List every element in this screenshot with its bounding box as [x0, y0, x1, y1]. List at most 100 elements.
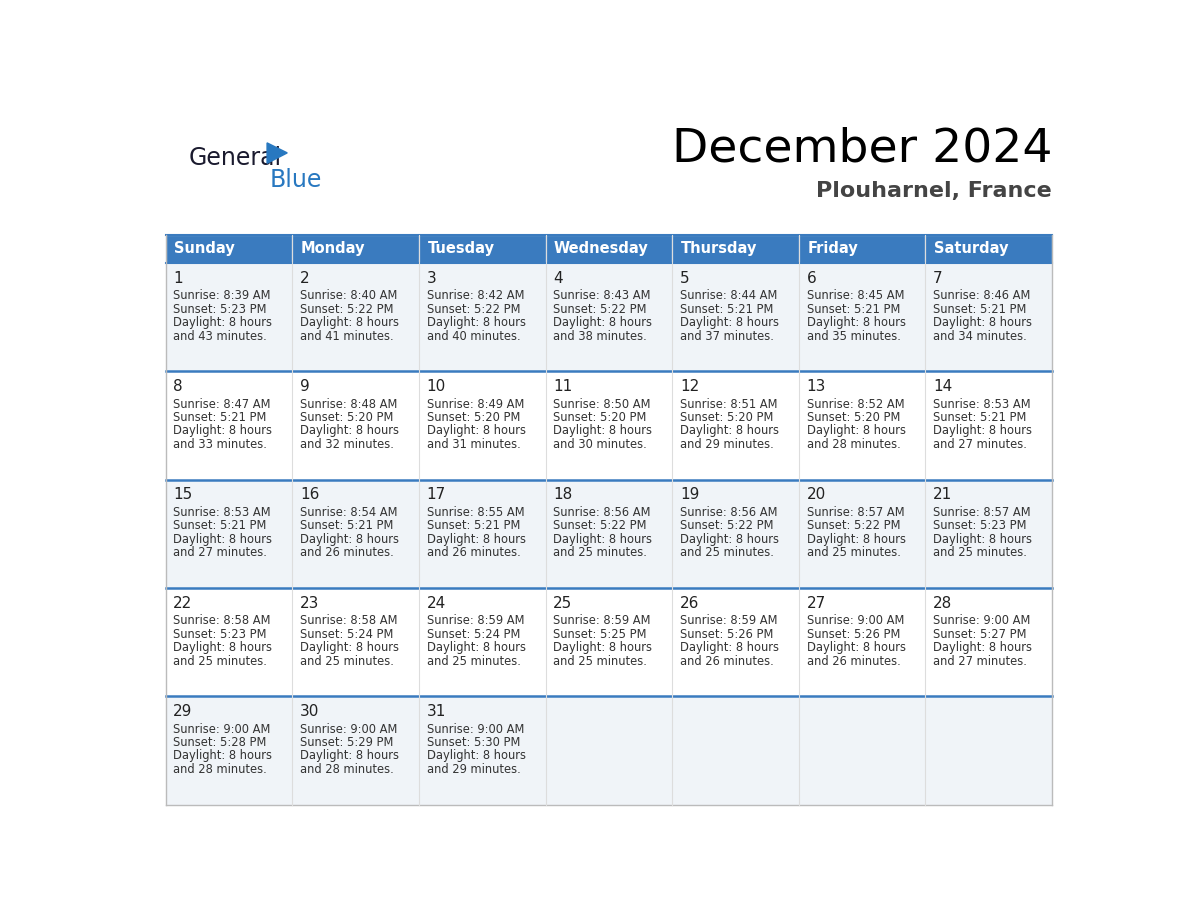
Text: Sunset: 5:22 PM: Sunset: 5:22 PM	[299, 303, 393, 316]
Bar	[798, 697, 925, 805]
Text: 20: 20	[807, 487, 826, 502]
Text: Sunrise: 9:00 AM: Sunrise: 9:00 AM	[934, 614, 1031, 627]
Text: and 41 minutes.: and 41 minutes.	[299, 330, 393, 342]
Text: 25: 25	[554, 596, 573, 610]
Text: Sunset: 5:21 PM: Sunset: 5:21 PM	[680, 303, 773, 316]
Text: and 25 minutes.: and 25 minutes.	[680, 546, 773, 559]
Text: and 40 minutes.: and 40 minutes.	[426, 330, 520, 342]
Text: and 29 minutes.: and 29 minutes.	[680, 438, 773, 451]
Text: Daylight: 8 hours: Daylight: 8 hours	[554, 316, 652, 330]
Text: and 27 minutes.: and 27 minutes.	[934, 655, 1028, 667]
Text: Sunset: 5:23 PM: Sunset: 5:23 PM	[173, 303, 267, 316]
Text: 12: 12	[680, 379, 700, 394]
Text: Sunrise: 8:55 AM: Sunrise: 8:55 AM	[426, 506, 524, 519]
Text: and 30 minutes.: and 30 minutes.	[554, 438, 647, 451]
Text: Daylight: 8 hours: Daylight: 8 hours	[426, 316, 525, 330]
Text: 11: 11	[554, 379, 573, 394]
Text: 19: 19	[680, 487, 700, 502]
Text: Sunrise: 8:52 AM: Sunrise: 8:52 AM	[807, 397, 904, 410]
Text: Sunset: 5:24 PM: Sunset: 5:24 PM	[426, 628, 520, 641]
Text: Sunset: 5:23 PM: Sunset: 5:23 PM	[934, 520, 1026, 532]
Bar	[672, 372, 798, 480]
Text: Sunset: 5:26 PM: Sunset: 5:26 PM	[680, 628, 773, 641]
Text: Sunset: 5:20 PM: Sunset: 5:20 PM	[426, 411, 520, 424]
Text: Sunset: 5:21 PM: Sunset: 5:21 PM	[934, 303, 1026, 316]
Text: Sunrise: 8:48 AM: Sunrise: 8:48 AM	[299, 397, 397, 410]
Text: Sunset: 5:29 PM: Sunset: 5:29 PM	[299, 736, 393, 749]
Bar	[292, 480, 419, 588]
Text: 15: 15	[173, 487, 192, 502]
Text: Daylight: 8 hours: Daylight: 8 hours	[934, 316, 1032, 330]
Text: and 43 minutes.: and 43 minutes.	[173, 330, 267, 342]
Bar	[545, 480, 672, 588]
Bar	[672, 263, 798, 372]
Text: Sunrise: 8:43 AM: Sunrise: 8:43 AM	[554, 289, 651, 302]
Text: and 26 minutes.: and 26 minutes.	[426, 546, 520, 559]
Text: Daylight: 8 hours: Daylight: 8 hours	[680, 532, 779, 546]
Text: Daylight: 8 hours: Daylight: 8 hours	[554, 424, 652, 438]
Bar	[798, 588, 925, 697]
Text: and 29 minutes.: and 29 minutes.	[426, 763, 520, 776]
Text: Sunrise: 8:58 AM: Sunrise: 8:58 AM	[173, 614, 271, 627]
Text: and 25 minutes.: and 25 minutes.	[554, 655, 647, 667]
Text: 8: 8	[173, 379, 183, 394]
Bar	[165, 372, 292, 480]
Text: 4: 4	[554, 271, 563, 285]
Polygon shape	[267, 143, 287, 163]
Text: Daylight: 8 hours: Daylight: 8 hours	[554, 532, 652, 546]
Text: and 25 minutes.: and 25 minutes.	[173, 655, 267, 667]
Text: and 35 minutes.: and 35 minutes.	[807, 330, 901, 342]
Text: 29: 29	[173, 704, 192, 719]
Bar	[292, 588, 419, 697]
Text: 26: 26	[680, 596, 700, 610]
Text: Sunset: 5:27 PM: Sunset: 5:27 PM	[934, 628, 1026, 641]
Text: General: General	[189, 146, 282, 170]
Bar	[545, 372, 672, 480]
Bar	[545, 235, 672, 263]
Text: Daylight: 8 hours: Daylight: 8 hours	[299, 424, 399, 438]
Text: Daylight: 8 hours: Daylight: 8 hours	[426, 424, 525, 438]
Text: Sunset: 5:21 PM: Sunset: 5:21 PM	[807, 303, 901, 316]
Text: Sunrise: 8:39 AM: Sunrise: 8:39 AM	[173, 289, 271, 302]
Bar	[165, 263, 292, 372]
Text: Daylight: 8 hours: Daylight: 8 hours	[173, 532, 272, 546]
Text: Sunrise: 9:00 AM: Sunrise: 9:00 AM	[426, 722, 524, 735]
Text: and 25 minutes.: and 25 minutes.	[807, 546, 901, 559]
Text: Sunset: 5:21 PM: Sunset: 5:21 PM	[173, 411, 266, 424]
Text: 1: 1	[173, 271, 183, 285]
Text: and 27 minutes.: and 27 minutes.	[934, 438, 1028, 451]
Bar	[925, 480, 1053, 588]
Text: Sunset: 5:28 PM: Sunset: 5:28 PM	[173, 736, 266, 749]
Bar	[419, 697, 545, 805]
Text: and 28 minutes.: and 28 minutes.	[299, 763, 393, 776]
Text: Daylight: 8 hours: Daylight: 8 hours	[299, 749, 399, 763]
Text: Sunset: 5:20 PM: Sunset: 5:20 PM	[554, 411, 646, 424]
Text: Daylight: 8 hours: Daylight: 8 hours	[173, 749, 272, 763]
Bar	[165, 235, 292, 263]
Text: Daylight: 8 hours: Daylight: 8 hours	[934, 641, 1032, 655]
Text: Sunrise: 8:57 AM: Sunrise: 8:57 AM	[934, 506, 1031, 519]
Text: Sunset: 5:22 PM: Sunset: 5:22 PM	[554, 520, 646, 532]
Text: Sunset: 5:22 PM: Sunset: 5:22 PM	[554, 303, 646, 316]
Text: Daylight: 8 hours: Daylight: 8 hours	[680, 424, 779, 438]
Bar	[925, 697, 1053, 805]
Bar	[925, 588, 1053, 697]
Text: and 26 minutes.: and 26 minutes.	[299, 546, 393, 559]
Text: and 26 minutes.: and 26 minutes.	[807, 655, 901, 667]
Text: and 28 minutes.: and 28 minutes.	[807, 438, 901, 451]
Text: 24: 24	[426, 596, 446, 610]
Text: Daylight: 8 hours: Daylight: 8 hours	[173, 424, 272, 438]
Text: Sunrise: 8:49 AM: Sunrise: 8:49 AM	[426, 397, 524, 410]
Text: Sunrise: 8:56 AM: Sunrise: 8:56 AM	[680, 506, 777, 519]
Bar	[672, 697, 798, 805]
Bar	[672, 480, 798, 588]
Bar	[925, 263, 1053, 372]
Text: Sunrise: 8:53 AM: Sunrise: 8:53 AM	[934, 397, 1031, 410]
Text: Daylight: 8 hours: Daylight: 8 hours	[299, 532, 399, 546]
Text: and 25 minutes.: and 25 minutes.	[934, 546, 1028, 559]
Text: Sunrise: 8:40 AM: Sunrise: 8:40 AM	[299, 289, 397, 302]
Text: Daylight: 8 hours: Daylight: 8 hours	[680, 641, 779, 655]
Text: and 27 minutes.: and 27 minutes.	[173, 546, 267, 559]
Bar	[292, 697, 419, 805]
Text: Sunset: 5:21 PM: Sunset: 5:21 PM	[299, 520, 393, 532]
